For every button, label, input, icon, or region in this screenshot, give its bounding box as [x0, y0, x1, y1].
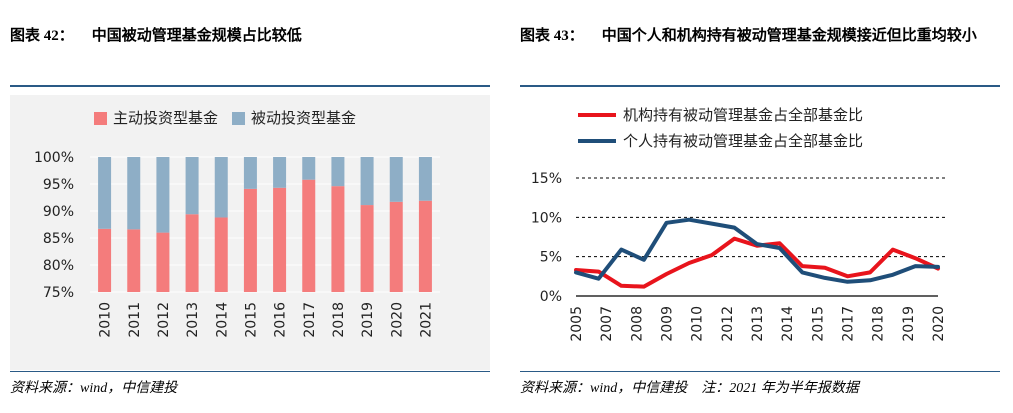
right-panel: 图表 43： 中国个人和机构持有被动管理基金规模接近但比重均较小 机构持有被动管理…: [510, 0, 1013, 413]
bar-active-2018: [331, 186, 345, 292]
legend-swatch-2: [232, 112, 245, 125]
bar-active-2013: [185, 214, 199, 292]
bar-passive-2015: [243, 157, 257, 189]
x-tick-label: 2012: [156, 302, 172, 338]
stacked-bar-chart: 75% 80% 85% 90% 95% 100% 主动投资型基金 被动投资型基金 2010 201…: [34, 109, 440, 338]
right-bottom-rule: [520, 371, 1000, 372]
right-title-text: 中国个人和机构持有被动管理基金规模接近但比重均较小: [601, 26, 977, 44]
x-tick-label: 2020: [931, 306, 947, 342]
bar-active-2015: [243, 188, 257, 292]
x-tick-label: 2018: [871, 306, 887, 342]
right-source-note: 资料来源：wind，中信建投 注：2021 年为半年报数据: [520, 381, 859, 396]
right-chart-title: 图表 43： 中国个人和机构持有被动管理基金规模接近但比重均较小: [520, 20, 1000, 51]
right-title-number: 图表 43：: [520, 28, 584, 44]
bar-passive-2019: [360, 157, 374, 206]
bar-active-2021: [418, 200, 432, 292]
left-chart-title: 图表 42： 中国被动管理基金规模占比较低: [10, 20, 302, 51]
x-tick-label: 2016: [273, 302, 289, 338]
y-tick-label: 95%: [43, 177, 74, 193]
y-tick-label: 15%: [531, 171, 562, 187]
legend-label-2: 被动投资型基金: [251, 109, 356, 127]
left-title-text: 中国被动管理基金规模占比较低: [91, 26, 302, 44]
bar-active-2011: [127, 229, 141, 292]
y-tick-label: 85%: [43, 231, 74, 247]
x-tick-label: 2017: [302, 302, 318, 338]
x-tick-label: 2011: [127, 302, 143, 338]
x-tick-label: 2019: [360, 302, 376, 338]
right-title-rule: [520, 85, 1000, 87]
y-tick-label: 10%: [531, 210, 562, 226]
left-source-note: 资料来源：wind，中信建投: [10, 381, 178, 396]
y-tick-label: 80%: [43, 258, 74, 274]
x-tick-label: 2009: [660, 306, 676, 342]
legend-swatch-1: [94, 112, 107, 125]
bar-active-2017: [302, 179, 316, 292]
x-tick-label: 2019: [901, 306, 917, 342]
bar-passive-2018: [331, 157, 345, 187]
bar-passive-2017: [302, 157, 316, 180]
legend-label-1: 机构持有被动管理基金占全部基金比: [623, 106, 863, 124]
bar-passive-2014: [214, 157, 228, 218]
x-tick-label: 2010: [98, 302, 114, 338]
bar-active-2020: [389, 201, 403, 292]
x-tick-label: 2021: [418, 302, 434, 338]
y-tick-label: 75%: [43, 285, 74, 301]
bar-passive-2010: [98, 157, 112, 229]
bar-passive-2011: [127, 157, 141, 230]
bar-active-2019: [360, 205, 374, 292]
x-tick-label: 2013: [185, 302, 201, 338]
left-bottom-rule: [10, 371, 490, 372]
bar-passive-2020: [389, 157, 403, 202]
x-tick-label: 2014: [214, 302, 230, 338]
bar-passive-2021: [418, 157, 432, 201]
bar-passive-2013: [185, 157, 199, 215]
x-tick-label: 2015: [243, 302, 259, 338]
x-tick-label: 2015: [810, 306, 826, 342]
bar-active-2010: [98, 228, 112, 292]
y-tick-label: 5%: [540, 250, 562, 266]
left-title-number: 图表 42：: [10, 28, 74, 44]
bar-passive-2016: [273, 157, 287, 188]
x-tick-label: 2005: [569, 306, 585, 342]
legend-label-1: 主动投资型基金: [113, 109, 218, 127]
x-tick-label: 2017: [841, 306, 857, 342]
left-panel: 图表 42： 中国被动管理基金规模占比较低 75% 80% 85% 90% 95% 100%…: [0, 0, 496, 413]
x-tick-label: 2013: [750, 306, 766, 342]
y-tick-label: 100%: [34, 150, 74, 166]
bar-active-2014: [214, 217, 228, 292]
x-tick-label: 2012: [720, 306, 736, 342]
legend-label-2: 个人持有被动管理基金占全部基金比: [623, 132, 863, 150]
y-tick-label: 90%: [43, 204, 74, 220]
bar-active-2016: [273, 187, 287, 292]
y-tick-label: 0%: [540, 289, 562, 305]
x-tick-label: 2018: [331, 302, 347, 338]
x-tick-label: 2008: [629, 306, 645, 342]
x-tick-label: 2010: [690, 306, 706, 342]
individual-series-line: [574, 217, 940, 284]
x-tick-label: 2007: [599, 306, 615, 342]
x-tick-label: 2014: [780, 306, 796, 342]
bar-passive-2012: [156, 157, 170, 233]
bar-active-2012: [156, 232, 170, 292]
x-tick-label: 2020: [389, 302, 405, 338]
left-title-rule: [10, 85, 490, 87]
